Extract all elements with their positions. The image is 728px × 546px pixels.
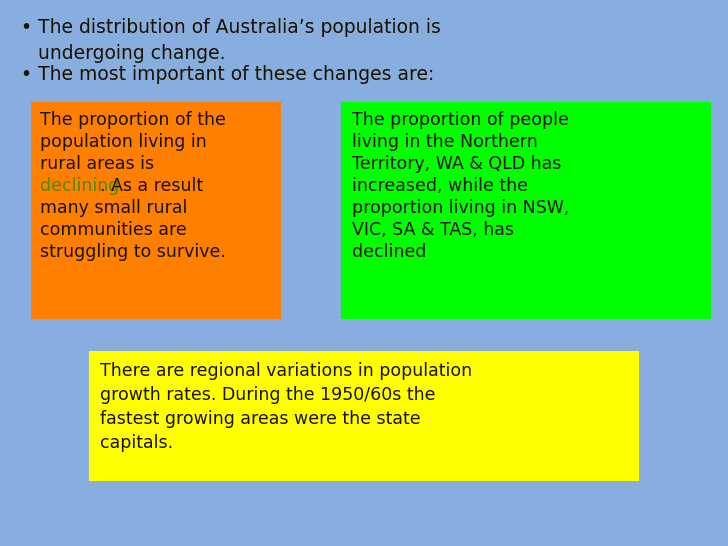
Text: increased, while the: increased, while the — [352, 177, 528, 195]
Text: . As a result: . As a result — [100, 177, 203, 195]
Text: communities are: communities are — [40, 221, 187, 239]
Text: There are regional variations in population: There are regional variations in populat… — [100, 362, 472, 380]
Text: fastest growing areas were the state: fastest growing areas were the state — [100, 410, 421, 428]
Text: declining: declining — [40, 177, 119, 195]
FancyBboxPatch shape — [32, 103, 280, 318]
Text: struggling to survive.: struggling to survive. — [40, 243, 226, 261]
Text: The proportion of people: The proportion of people — [352, 111, 569, 129]
Text: population living in: population living in — [40, 133, 207, 151]
Text: capitals.: capitals. — [100, 434, 173, 452]
Text: living in the Northern: living in the Northern — [352, 133, 538, 151]
Text: many small rural: many small rural — [40, 199, 187, 217]
Text: •: • — [20, 65, 31, 84]
Text: The proportion of the: The proportion of the — [40, 111, 226, 129]
Text: proportion living in NSW,: proportion living in NSW, — [352, 199, 569, 217]
Text: rural areas is: rural areas is — [40, 155, 154, 173]
Text: The distribution of Australia’s population is: The distribution of Australia’s populati… — [38, 18, 441, 37]
Text: Territory, WA & QLD has: Territory, WA & QLD has — [352, 155, 561, 173]
Text: •: • — [20, 18, 31, 37]
Text: VIC, SA & TAS, has: VIC, SA & TAS, has — [352, 221, 514, 239]
Text: The most important of these changes are:: The most important of these changes are: — [38, 65, 435, 84]
FancyBboxPatch shape — [90, 352, 638, 480]
Text: growth rates. During the 1950/60s the: growth rates. During the 1950/60s the — [100, 386, 435, 404]
Text: undergoing change.: undergoing change. — [38, 44, 226, 63]
FancyBboxPatch shape — [342, 103, 710, 318]
Text: declined: declined — [352, 243, 427, 261]
